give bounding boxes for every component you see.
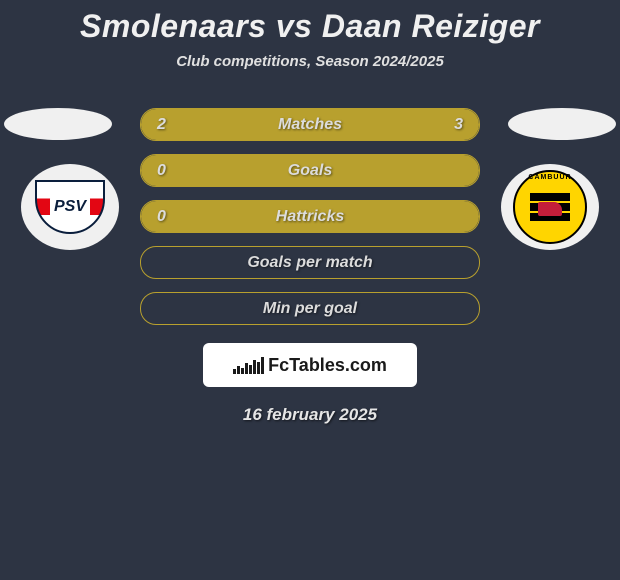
brand-text: FcTables.com (268, 355, 387, 376)
stat-label: Matches (278, 116, 342, 134)
cambuur-animal-icon (538, 202, 562, 216)
subtitle: Club competitions, Season 2024/2025 (0, 53, 620, 70)
stat-value-left: 2 (157, 116, 166, 134)
player-left-oval (4, 108, 112, 140)
brand-box: FcTables.com (203, 343, 417, 387)
comparison-panel: PSV CAMBUUR 2 Matches 3 0 Goals (0, 108, 620, 425)
cambuur-badge-text: CAMBUUR (528, 174, 571, 181)
stat-row-hattricks: 0 Hattricks (140, 200, 480, 233)
stat-row-mpg: Min per goal (140, 292, 480, 325)
date-label: 16 february 2025 (0, 405, 620, 425)
stat-value-left: 0 (157, 208, 166, 226)
brand-chart-icon (233, 356, 264, 374)
stat-value-right: 3 (454, 116, 463, 134)
psv-badge-icon: PSV (35, 180, 105, 234)
psv-badge-text: PSV (50, 197, 90, 217)
stat-label: Min per goal (263, 300, 357, 318)
team-logo-left: PSV (21, 164, 119, 250)
stat-label: Goals (288, 162, 332, 180)
stat-label: Hattricks (276, 208, 344, 226)
stat-rows: 2 Matches 3 0 Goals 0 Hattricks Goals pe… (140, 108, 480, 325)
stat-row-goals: 0 Goals (140, 154, 480, 187)
stat-label: Goals per match (247, 254, 372, 272)
stat-row-matches: 2 Matches 3 (140, 108, 480, 141)
cambuur-badge-icon: CAMBUUR (513, 170, 587, 244)
page-title: Smolenaars vs Daan Reiziger (0, 0, 620, 45)
team-logo-right: CAMBUUR (501, 164, 599, 250)
player-right-oval (508, 108, 616, 140)
stat-row-gpm: Goals per match (140, 246, 480, 279)
stat-value-left: 0 (157, 162, 166, 180)
